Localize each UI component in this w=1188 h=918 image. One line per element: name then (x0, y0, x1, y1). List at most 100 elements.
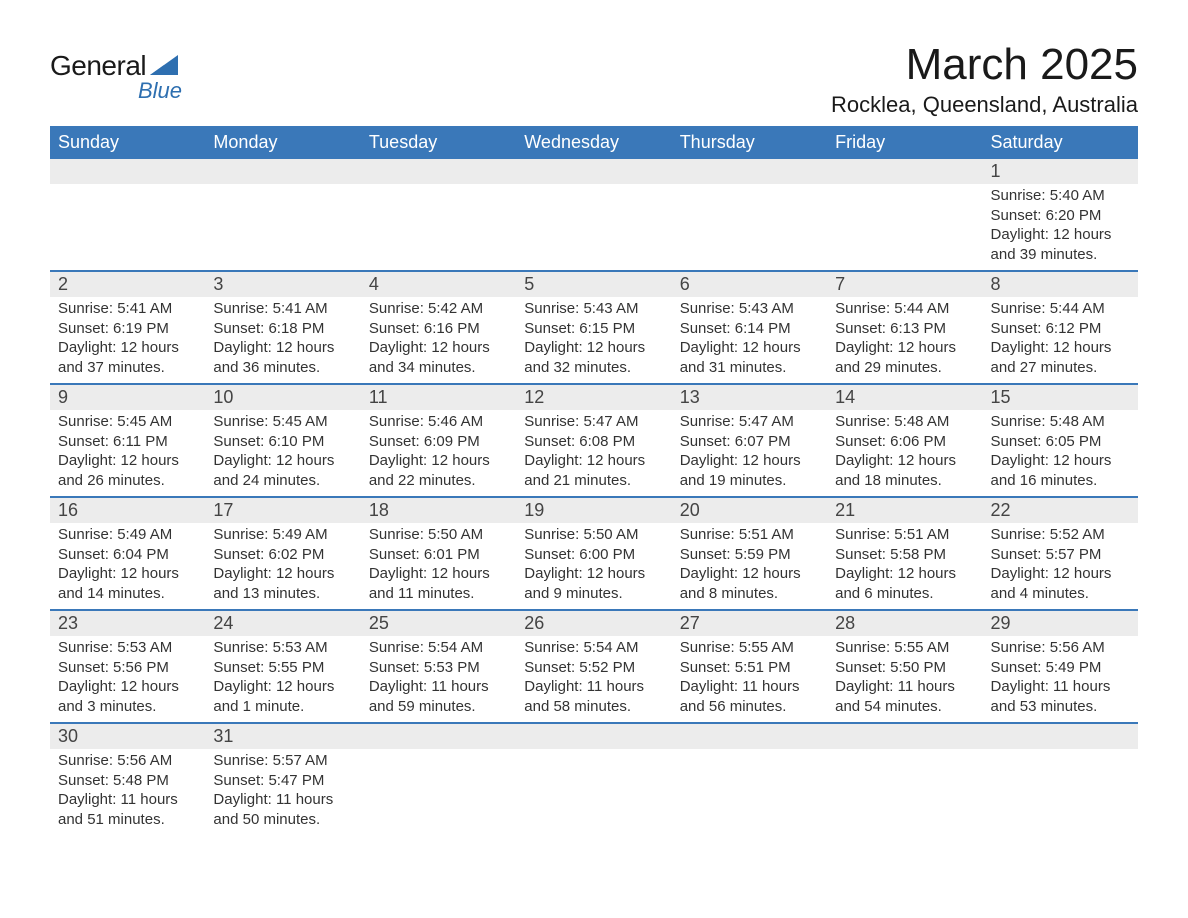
day-number: 13 (672, 385, 827, 410)
weekday-header: Sunday (50, 126, 205, 159)
day-details: Sunrise: 5:45 AMSunset: 6:11 PMDaylight:… (50, 410, 205, 496)
day-daylight1: Daylight: 12 hours (991, 451, 1130, 471)
logo-text-blue: Blue (138, 78, 182, 104)
day-daylight1: Daylight: 12 hours (835, 564, 974, 584)
day-daylight2: and 56 minutes. (680, 697, 819, 717)
day-sunrise: Sunrise: 5:41 AM (213, 299, 352, 319)
month-title: March 2025 (831, 40, 1138, 90)
weekday-header-row: Sunday Monday Tuesday Wednesday Thursday… (50, 126, 1138, 159)
day-daylight1: Daylight: 12 hours (991, 564, 1130, 584)
day-details (516, 184, 671, 264)
day-number (205, 159, 360, 184)
day-daylight2: and 39 minutes. (991, 245, 1130, 265)
day-cell-body: Sunrise: 5:43 AMSunset: 6:15 PMDaylight:… (516, 297, 671, 384)
day-number: 30 (50, 724, 205, 749)
day-sunset: Sunset: 6:11 PM (58, 432, 197, 452)
day-daylight1: Daylight: 12 hours (524, 564, 663, 584)
weekday-header: Thursday (672, 126, 827, 159)
day-sunrise: Sunrise: 5:56 AM (58, 751, 197, 771)
day-daylight1: Daylight: 11 hours (991, 677, 1130, 697)
day-cell-body (516, 749, 671, 835)
day-daylight2: and 22 minutes. (369, 471, 508, 491)
day-daylight2: and 50 minutes. (213, 810, 352, 830)
day-number: 21 (827, 498, 982, 523)
day-daylight1: Daylight: 12 hours (680, 564, 819, 584)
day-cell-number (983, 723, 1138, 749)
day-details: Sunrise: 5:55 AMSunset: 5:51 PMDaylight:… (672, 636, 827, 722)
day-details (361, 184, 516, 264)
day-daylight2: and 24 minutes. (213, 471, 352, 491)
day-daylight2: and 14 minutes. (58, 584, 197, 604)
day-cell-number (672, 159, 827, 184)
day-number: 2 (50, 272, 205, 297)
day-cell-number: 25 (361, 610, 516, 636)
day-number: 18 (361, 498, 516, 523)
day-sunrise: Sunrise: 5:43 AM (680, 299, 819, 319)
day-number (516, 724, 671, 749)
location: Rocklea, Queensland, Australia (831, 92, 1138, 118)
day-number (50, 159, 205, 184)
header: General Blue March 2025 Rocklea, Queensl… (50, 40, 1138, 118)
day-cell-number (361, 723, 516, 749)
day-number (983, 724, 1138, 749)
day-cell-body: Sunrise: 5:46 AMSunset: 6:09 PMDaylight:… (361, 410, 516, 497)
day-cell-body: Sunrise: 5:51 AMSunset: 5:58 PMDaylight:… (827, 523, 982, 610)
day-number: 6 (672, 272, 827, 297)
day-cell-number: 5 (516, 271, 671, 297)
week-body-row: Sunrise: 5:45 AMSunset: 6:11 PMDaylight:… (50, 410, 1138, 497)
day-cell-body: Sunrise: 5:55 AMSunset: 5:50 PMDaylight:… (827, 636, 982, 723)
week-daynum-row: 23242526272829 (50, 610, 1138, 636)
day-daylight2: and 4 minutes. (991, 584, 1130, 604)
day-sunrise: Sunrise: 5:46 AM (369, 412, 508, 432)
day-sunrise: Sunrise: 5:56 AM (991, 638, 1130, 658)
day-cell-body: Sunrise: 5:45 AMSunset: 6:11 PMDaylight:… (50, 410, 205, 497)
day-details (361, 749, 516, 829)
logo: General Blue (50, 50, 182, 104)
day-sunrise: Sunrise: 5:50 AM (369, 525, 508, 545)
day-cell-body (827, 749, 982, 835)
day-number (672, 724, 827, 749)
day-sunrise: Sunrise: 5:44 AM (991, 299, 1130, 319)
day-number: 10 (205, 385, 360, 410)
day-daylight2: and 36 minutes. (213, 358, 352, 378)
day-details: Sunrise: 5:44 AMSunset: 6:12 PMDaylight:… (983, 297, 1138, 383)
day-cell-number (516, 159, 671, 184)
day-number: 14 (827, 385, 982, 410)
day-cell-number: 18 (361, 497, 516, 523)
day-sunset: Sunset: 6:04 PM (58, 545, 197, 565)
day-sunset: Sunset: 6:09 PM (369, 432, 508, 452)
day-number: 4 (361, 272, 516, 297)
day-cell-number: 23 (50, 610, 205, 636)
day-details (983, 749, 1138, 829)
day-daylight2: and 27 minutes. (991, 358, 1130, 378)
day-number: 28 (827, 611, 982, 636)
day-sunrise: Sunrise: 5:43 AM (524, 299, 663, 319)
day-daylight2: and 1 minute. (213, 697, 352, 717)
day-cell-body: Sunrise: 5:56 AMSunset: 5:48 PMDaylight:… (50, 749, 205, 835)
day-details: Sunrise: 5:49 AMSunset: 6:04 PMDaylight:… (50, 523, 205, 609)
day-number: 17 (205, 498, 360, 523)
day-cell-body: Sunrise: 5:53 AMSunset: 5:55 PMDaylight:… (205, 636, 360, 723)
day-cell-body (827, 184, 982, 271)
day-sunset: Sunset: 6:18 PM (213, 319, 352, 339)
day-cell-number: 8 (983, 271, 1138, 297)
day-daylight1: Daylight: 12 hours (58, 338, 197, 358)
day-daylight2: and 19 minutes. (680, 471, 819, 491)
day-details: Sunrise: 5:54 AMSunset: 5:52 PMDaylight:… (516, 636, 671, 722)
day-details: Sunrise: 5:46 AMSunset: 6:09 PMDaylight:… (361, 410, 516, 496)
day-cell-number: 2 (50, 271, 205, 297)
day-details: Sunrise: 5:52 AMSunset: 5:57 PMDaylight:… (983, 523, 1138, 609)
day-sunrise: Sunrise: 5:57 AM (213, 751, 352, 771)
day-daylight2: and 54 minutes. (835, 697, 974, 717)
week-body-row: Sunrise: 5:41 AMSunset: 6:19 PMDaylight:… (50, 297, 1138, 384)
day-details (50, 184, 205, 264)
day-details (205, 184, 360, 264)
day-cell-body (50, 184, 205, 271)
day-sunset: Sunset: 5:49 PM (991, 658, 1130, 678)
day-daylight2: and 16 minutes. (991, 471, 1130, 491)
day-sunrise: Sunrise: 5:55 AM (835, 638, 974, 658)
day-sunset: Sunset: 6:10 PM (213, 432, 352, 452)
day-daylight2: and 11 minutes. (369, 584, 508, 604)
day-number: 25 (361, 611, 516, 636)
day-daylight1: Daylight: 12 hours (991, 225, 1130, 245)
